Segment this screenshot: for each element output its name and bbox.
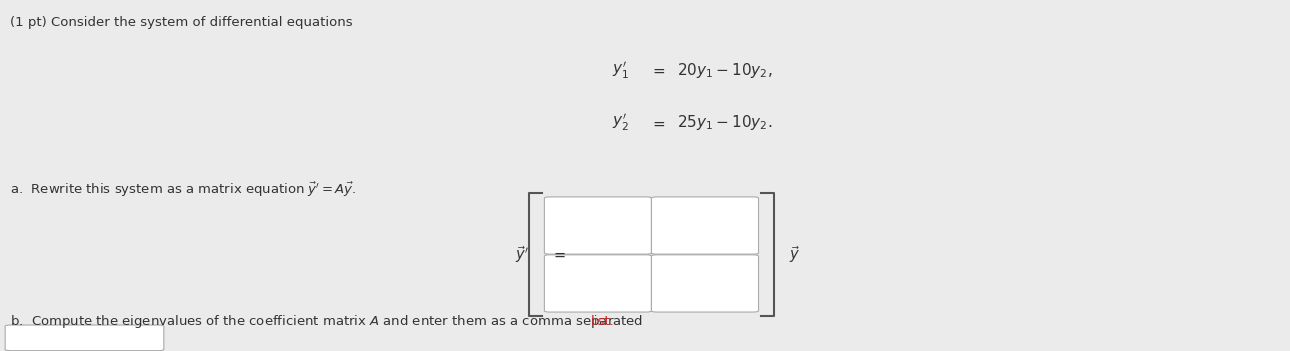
- FancyBboxPatch shape: [544, 197, 651, 254]
- Text: $\vec{y}$: $\vec{y}$: [789, 244, 801, 265]
- Text: $20y_1 - 10y_2,$: $20y_1 - 10y_2,$: [677, 61, 773, 80]
- Text: a.  Rewrite this system as a matrix equation $\vec{y}' = A\vec{y}$.: a. Rewrite this system as a matrix equat…: [10, 180, 357, 199]
- Text: b.  Compute the eigenvalues of the coefficient matrix $\mathit{A}$ and enter the: b. Compute the eigenvalues of the coeffi…: [10, 313, 645, 330]
- Text: $y_1'$: $y_1'$: [613, 60, 630, 81]
- Text: (1 pt) Consider the system of differential equations: (1 pt) Consider the system of differenti…: [10, 16, 353, 29]
- Text: $=$: $=$: [650, 63, 666, 78]
- FancyBboxPatch shape: [5, 325, 164, 351]
- Text: $25y_1 - 10y_2.$: $25y_1 - 10y_2.$: [677, 113, 773, 132]
- Text: $y_2'$: $y_2'$: [613, 112, 630, 133]
- FancyBboxPatch shape: [651, 197, 759, 254]
- Text: $=$: $=$: [650, 115, 666, 130]
- FancyBboxPatch shape: [651, 255, 759, 312]
- Text: $=$: $=$: [551, 247, 566, 262]
- Text: $\vec{y}'$: $\vec{y}'$: [515, 244, 529, 265]
- Text: list.: list.: [591, 314, 614, 328]
- FancyBboxPatch shape: [544, 255, 651, 312]
